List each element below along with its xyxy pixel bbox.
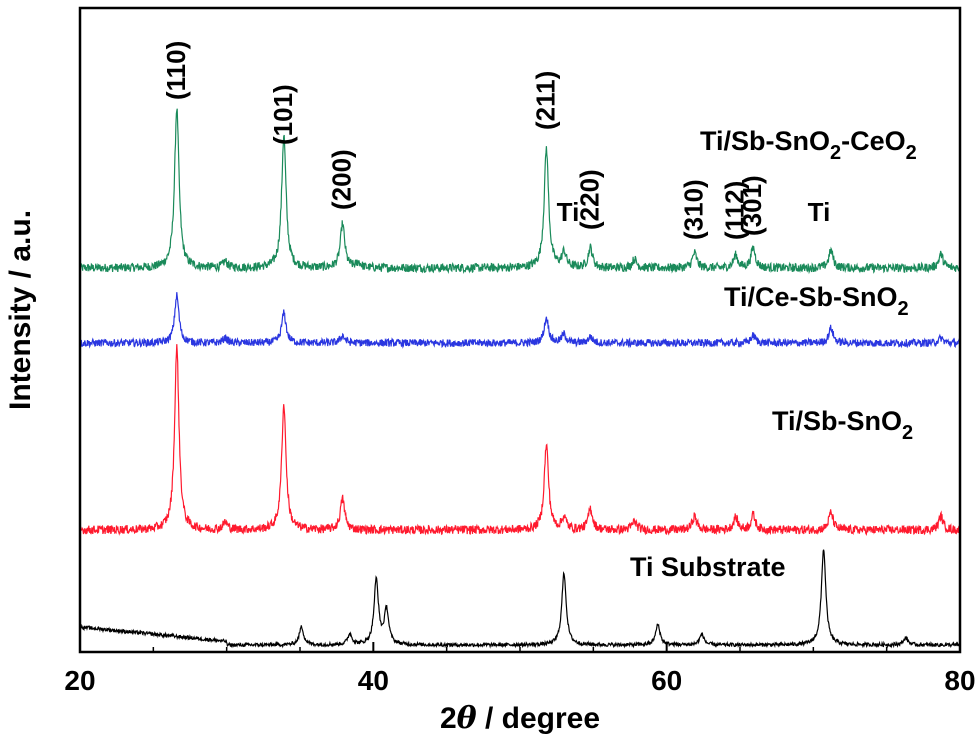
x-ticks: 20 40 60 80 [64, 642, 976, 696]
x-tick-label: 80 [944, 665, 975, 696]
series-line [79, 292, 961, 349]
plot-frame [78, 6, 962, 654]
x-tick-label: 40 [358, 665, 389, 696]
series-name-label: Ti Substrate [630, 552, 786, 582]
series-line [79, 108, 961, 275]
series-line [79, 344, 961, 536]
series-name-label: Ti/Ce-Sb-SnO2 [724, 282, 909, 320]
peak-hkl-label: (101) [268, 84, 298, 145]
peak-hkl-label: (211) [530, 71, 560, 130]
series-name-label: Ti/Sb-SnO2 [772, 406, 913, 444]
peak-hkl-label: (310) [679, 179, 709, 240]
series-traces [79, 108, 961, 649]
series-line [79, 549, 961, 649]
x-tick-label: 60 [651, 665, 682, 696]
annotations: Ti/Sb-SnO2-CeO2 Ti/Ce-Sb-SnO2 Ti/Sb-SnO2 Ti… [161, 41, 917, 582]
ti-peak-label: Ti [557, 197, 580, 227]
peak-hkl-label: (110) [161, 41, 191, 100]
y-axis-label: Intensity / a.u. [4, 210, 37, 410]
peak-hkl-label: (112) [720, 181, 750, 240]
peak-hkl-label: (301) [737, 175, 767, 236]
x-axis-label: 2θ / degree [440, 701, 600, 736]
x-tick-label: 20 [64, 665, 95, 696]
ti-peak-label: Ti [808, 197, 831, 227]
peak-hkl-label: (200) [327, 149, 357, 210]
series-name-label: Ti/Sb-SnO2-CeO2 [700, 126, 917, 164]
peak-hkl-label: (220) [574, 169, 604, 230]
